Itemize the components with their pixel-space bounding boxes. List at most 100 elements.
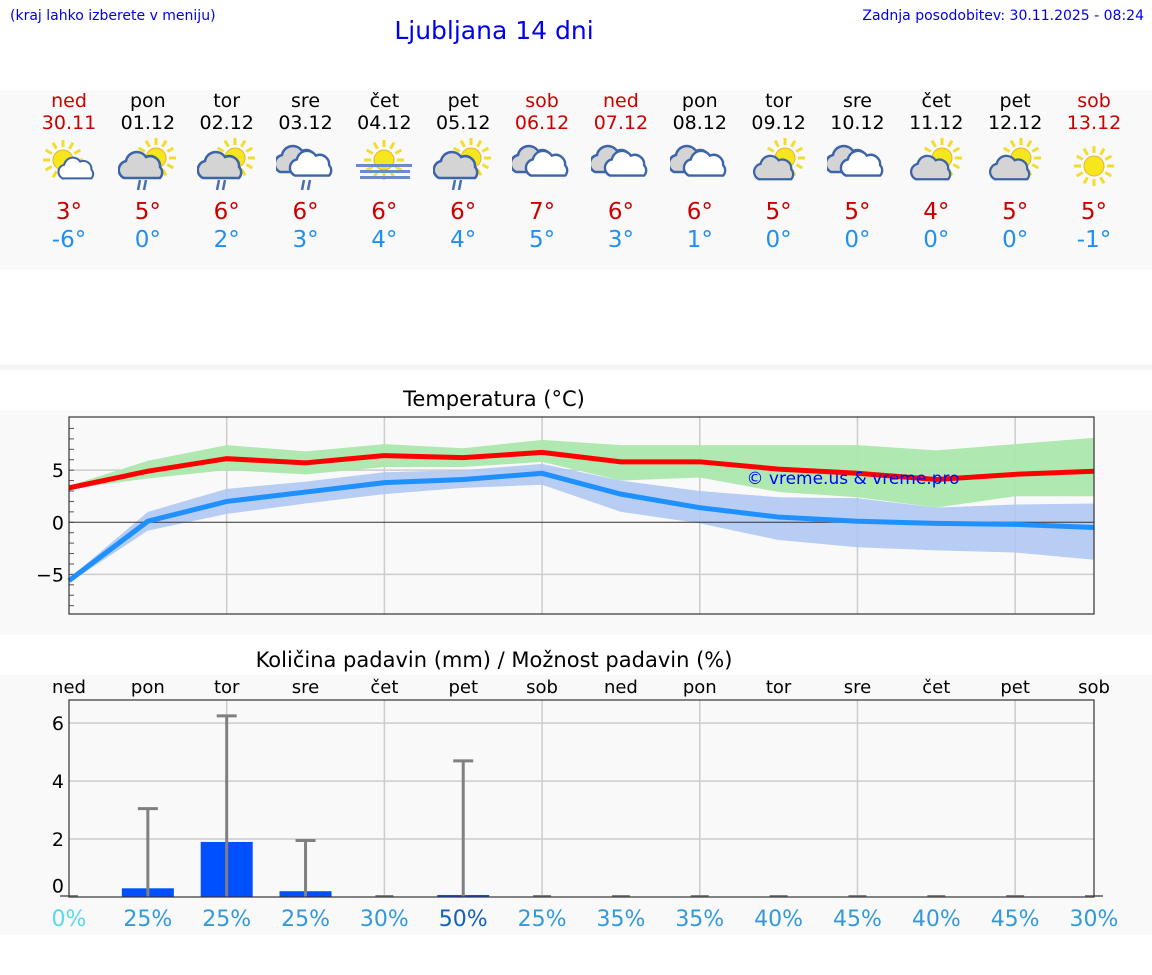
day-label: ned (604, 677, 638, 698)
sun-cloud-rain-icon (109, 136, 187, 196)
max-temperature: 6° (450, 199, 477, 225)
day-date: 07.12 (593, 112, 649, 134)
watermark: © vreme.us & vreme.pro (746, 469, 959, 489)
day-date: 06.12 (514, 112, 570, 134)
day-forecast: pon 01.12 5° 0° (109, 90, 187, 254)
day-label: sob (1078, 677, 1110, 698)
sun-icon (1055, 136, 1133, 196)
precipitation-probability: 25% (202, 907, 251, 932)
precipitation-probability: 40% (912, 907, 961, 932)
day-forecast: pon 08.12 6° 1° (661, 90, 739, 254)
max-temperature: 6° (607, 199, 634, 225)
max-temperature: 3° (55, 199, 83, 225)
day-date: 10.12 (830, 112, 885, 134)
max-temperature: 5° (1080, 199, 1108, 225)
y-tick-label: −5 (36, 564, 64, 586)
day-date: 09.12 (751, 112, 806, 134)
day-forecast: ned 07.12 6° 3° (582, 90, 660, 254)
precipitation-probability: 35% (596, 907, 645, 932)
day-label: tor (214, 677, 240, 698)
min-temperature: 0° (844, 227, 871, 253)
min-temperature: 0° (923, 227, 950, 253)
day-name: sob (525, 90, 559, 112)
day-forecast: pet 12.12 5° 0° (976, 90, 1054, 254)
min-temperature: -1° (1076, 227, 1112, 253)
sun-small-cloud-icon (30, 136, 108, 196)
max-temperature: 6° (292, 199, 319, 225)
day-forecast: čet 04.12 6° 4° (345, 90, 423, 254)
min-temperature: 1° (686, 227, 713, 253)
day-label: pon (683, 677, 717, 698)
max-temperature: 5° (765, 199, 792, 225)
day-name: ned (51, 90, 87, 112)
range-band (69, 437, 1094, 508)
precipitation-probability: 35% (675, 907, 724, 932)
day-forecast: tor 02.12 6° 2° (188, 90, 266, 254)
day-label: pet (1000, 677, 1030, 698)
precipitation-chart-title: Količina padavin (mm) / Možnost padavin … (255, 648, 733, 672)
max-temperature-line (68, 449, 1095, 491)
precipitation-probability: 50% (439, 907, 488, 932)
location-hint: (kraj lahko izberete v meniju) (10, 8, 216, 24)
partly-cloudy-icon (897, 136, 975, 196)
y-tick-label: 2 (52, 829, 64, 851)
precipitation-probability: 25% (518, 907, 567, 932)
day-label: tor (766, 677, 792, 698)
sun-cloud-rain-icon (188, 136, 266, 196)
day-date: 02.12 (199, 112, 254, 134)
day-forecast: sob 06.12 7° 5° (503, 90, 581, 254)
cloudy-rain-icon (267, 136, 345, 196)
plot-frame (68, 699, 1095, 898)
max-temperature: 4° (923, 199, 950, 225)
precipitation-probability: 40% (754, 907, 803, 932)
y-tick-label: 5 (52, 460, 64, 482)
day-name: pon (681, 90, 718, 112)
min-temperature: 0° (134, 227, 161, 253)
day-label: pet (448, 677, 478, 698)
max-temperature: 6° (686, 199, 713, 225)
day-name: pet (999, 90, 1031, 112)
precipitation-probability: 25% (123, 907, 172, 932)
cloudy-icon (818, 136, 896, 196)
day-date: 04.12 (357, 112, 412, 134)
y-tick-label: 6 (52, 713, 64, 735)
min-temperature: 5° (528, 227, 556, 253)
precipitation-probability: 45% (991, 907, 1040, 932)
min-temperature: 4° (371, 227, 398, 253)
day-forecast: sre 10.12 5° 0° (818, 90, 896, 254)
min-temperature: 0° (1002, 227, 1029, 253)
max-temperature: 5° (1002, 199, 1029, 225)
day-label: čet (370, 677, 398, 698)
precipitation-probability: 30% (360, 907, 409, 932)
day-name: ned (603, 90, 639, 112)
day-forecast: sre 03.12 6° 3° (267, 90, 345, 254)
day-name: sre (842, 90, 872, 112)
min-temperature: -6° (51, 227, 87, 253)
day-date: 08.12 (672, 112, 727, 134)
day-forecast: tor 09.12 5° 0° (740, 90, 818, 254)
day-name: sob (1077, 90, 1111, 112)
precipitation-probability: 25% (281, 907, 330, 932)
divider (0, 365, 1152, 370)
day-date: 01.12 (120, 112, 176, 134)
day-date: 11.12 (909, 112, 964, 134)
max-temperature: 6° (213, 199, 240, 225)
day-forecast: ned 30.11 3° -6° (30, 90, 108, 254)
partly-cloudy-icon (976, 136, 1054, 196)
y-tick-label: 0 (52, 875, 64, 897)
day-name: tor (765, 90, 793, 112)
daily-forecast-strip: ned 30.11 3° -6° pon 01.12 5° 0° tor 02.12… (0, 90, 1152, 270)
max-temperature: 5° (134, 199, 161, 225)
day-label: pon (131, 677, 165, 698)
day-label: sob (526, 677, 558, 698)
precipitation-probability: 45% (833, 907, 882, 932)
max-temperature: 5° (844, 199, 871, 225)
page-title: Ljubljana 14 dni (394, 16, 594, 45)
min-temperature-line (67, 470, 1095, 583)
cloudy-icon (503, 136, 581, 196)
sun-fog-icon (345, 136, 423, 196)
max-temperature: 7° (528, 199, 556, 225)
min-temperature: 2° (213, 227, 240, 253)
